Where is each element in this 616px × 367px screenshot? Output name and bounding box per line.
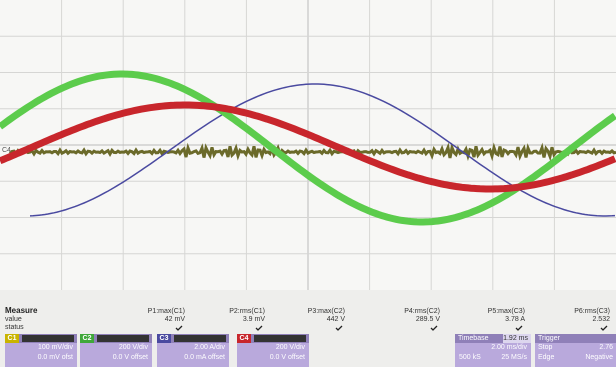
channel-scale: 200 V/div xyxy=(237,343,309,353)
trigger-box: Trigger Stop 2.76 Edge Negative xyxy=(535,334,616,367)
channel-offset: 0.0 mV ofst xyxy=(5,353,77,363)
measure-name: P6:rms(C3) xyxy=(540,308,610,315)
channel-header: C1 xyxy=(5,334,77,343)
row-label: status xyxy=(5,324,24,331)
measure-value: 3.78 A xyxy=(455,316,525,323)
coupling-badge xyxy=(254,335,306,342)
channel-tag: C4 xyxy=(237,334,251,343)
timebase-label: Timebase xyxy=(455,334,488,343)
channel-offset: 0.0 V offset xyxy=(237,353,309,363)
channel-header: C4 xyxy=(237,334,309,343)
measure-value: 2.532 xyxy=(540,316,610,323)
status-check xyxy=(335,325,343,331)
measure-name: P4:rms(C2) xyxy=(370,308,440,315)
measure-value: 289.5 V xyxy=(370,316,440,323)
measure-title: Measure xyxy=(5,306,37,315)
waveform-display: C4 xyxy=(0,0,616,290)
trigger-level: 2.76 xyxy=(599,343,613,353)
trigger-mode: Stop xyxy=(538,343,552,353)
channel-tag: C2 xyxy=(80,334,94,343)
channel-header: C2 xyxy=(80,334,152,343)
timebase-rate: 25 MS/s xyxy=(501,353,527,363)
status-check xyxy=(430,325,438,331)
channel-offset: 0.0 mA offset xyxy=(157,353,229,363)
measure-name: P5:max(C3) xyxy=(455,308,525,315)
status-check xyxy=(255,325,263,331)
trigger-slope: Negative xyxy=(585,353,613,363)
measure-value: 442 V xyxy=(275,316,345,323)
channel-header: C3 xyxy=(157,334,229,343)
channel-marker: C4 xyxy=(2,147,11,154)
coupling-badge xyxy=(174,335,226,342)
channel-tag: C1 xyxy=(5,334,19,343)
status-check xyxy=(600,325,608,331)
measure-name: P2:rms(C1) xyxy=(195,308,265,315)
timebase-box: Timebase 1.92 ms 2.00 ms/div 500 kS 25 M… xyxy=(455,334,531,367)
timebase-delay: 1.92 ms xyxy=(503,334,531,343)
scope-screen: {"screen": {"marker": "C4", "measure": {… xyxy=(0,0,616,367)
channel-tag: C3 xyxy=(157,334,171,343)
trigger-type: Edge xyxy=(538,353,554,363)
coupling-badge xyxy=(97,335,149,342)
channel-scale: 200 V/div xyxy=(80,343,152,353)
channel-offset: 0.0 V offset xyxy=(80,353,152,363)
channel-scale: 2.00 A/div xyxy=(157,343,229,353)
status-check xyxy=(515,325,523,331)
coupling-badge xyxy=(22,335,74,342)
measure-name: P3:max(C2) xyxy=(275,308,345,315)
timebase-scale: 2.00 ms/div xyxy=(455,343,531,353)
trigger-label: Trigger xyxy=(535,334,560,343)
measure-value: 42 mV xyxy=(115,316,185,323)
channel-scale: 100 mV/div xyxy=(5,343,77,353)
measure-value: 3.9 mV xyxy=(195,316,265,323)
measure-name: P1:max(C1) xyxy=(115,308,185,315)
status-check xyxy=(175,325,183,331)
row-label: value xyxy=(5,316,22,323)
timebase-samples: 500 kS xyxy=(459,353,481,363)
